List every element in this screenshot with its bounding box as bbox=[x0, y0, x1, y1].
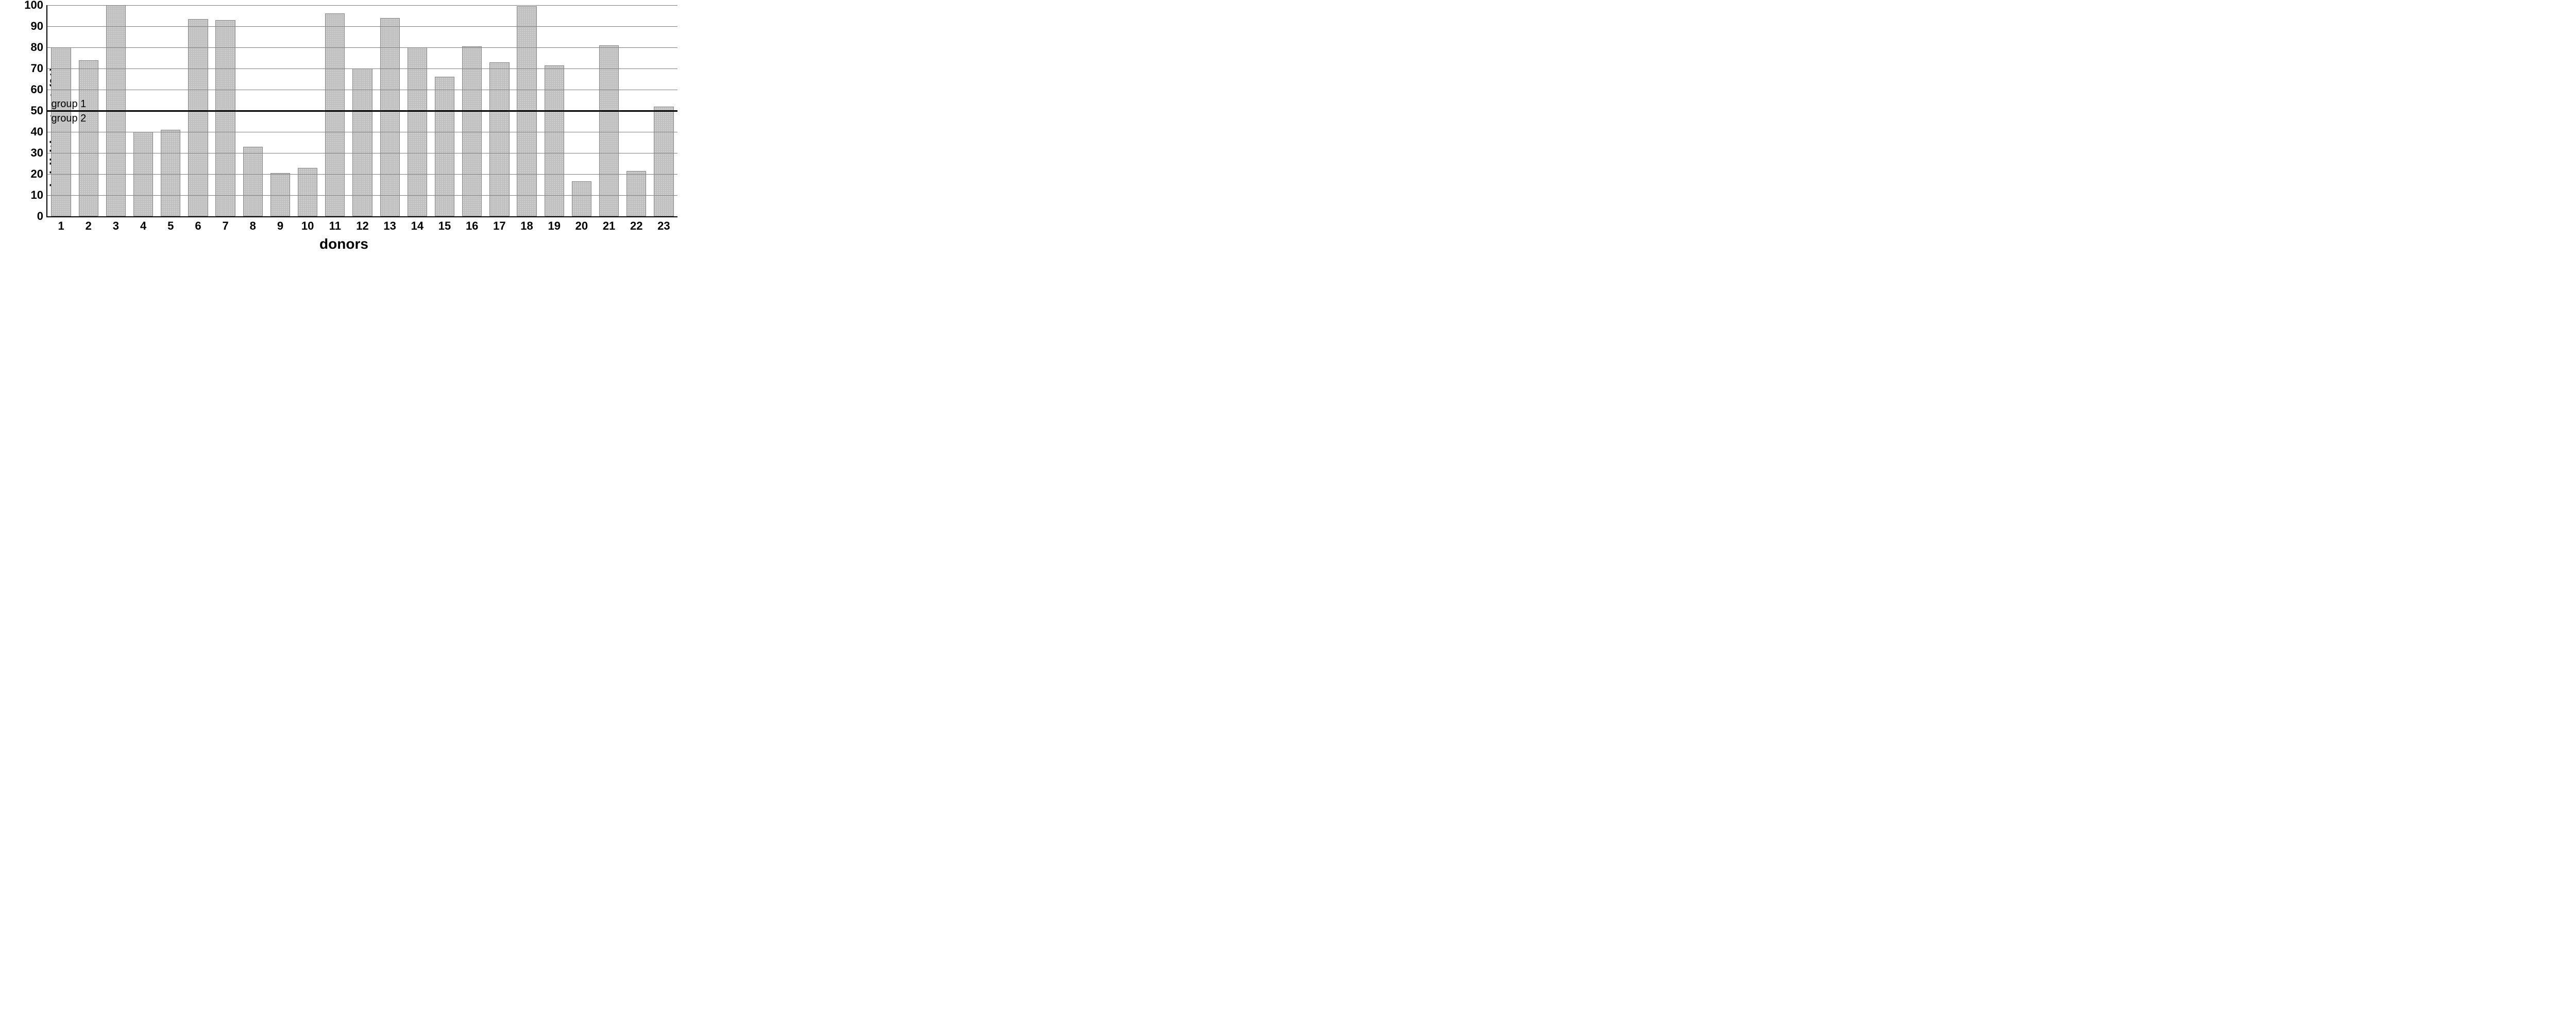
x-tick-label: 20 bbox=[575, 216, 588, 233]
x-tick-label: 15 bbox=[438, 216, 451, 233]
bar bbox=[545, 65, 564, 216]
bar bbox=[243, 147, 263, 216]
x-tick-label: 9 bbox=[277, 216, 283, 233]
gridline bbox=[47, 5, 677, 6]
bar bbox=[462, 46, 482, 216]
x-tick-label: 2 bbox=[86, 216, 92, 233]
y-tick-label: 70 bbox=[31, 62, 47, 75]
gridline bbox=[47, 47, 677, 48]
bar bbox=[572, 181, 591, 216]
threshold-line bbox=[47, 110, 677, 112]
x-tick-label: 14 bbox=[411, 216, 423, 233]
x-tick-label: 13 bbox=[383, 216, 396, 233]
bar bbox=[188, 19, 208, 216]
threshold-label-below: group 2 bbox=[51, 113, 86, 125]
bar bbox=[298, 168, 317, 216]
bar bbox=[599, 45, 619, 216]
y-tick-label: 90 bbox=[31, 20, 47, 33]
x-tick-label: 7 bbox=[223, 216, 229, 233]
y-tick-label: 80 bbox=[31, 41, 47, 54]
bar bbox=[352, 68, 372, 216]
y-tick-label: 60 bbox=[31, 83, 47, 96]
bar bbox=[626, 171, 646, 216]
bar bbox=[161, 130, 180, 216]
x-tick-label: 11 bbox=[329, 216, 341, 233]
x-tick-label: 8 bbox=[250, 216, 256, 233]
y-tick-label: 20 bbox=[31, 167, 47, 181]
x-tick-label: 4 bbox=[140, 216, 146, 233]
x-tick-label: 23 bbox=[657, 216, 670, 233]
gridline bbox=[47, 195, 677, 196]
x-tick-label: 12 bbox=[356, 216, 368, 233]
y-tick-label: 50 bbox=[31, 104, 47, 117]
bar bbox=[270, 173, 290, 216]
x-tick-label: 17 bbox=[493, 216, 505, 233]
x-tick-label: 16 bbox=[466, 216, 478, 233]
x-tick-label: 21 bbox=[603, 216, 615, 233]
y-tick-label: 100 bbox=[24, 0, 47, 12]
x-tick-label: 22 bbox=[630, 216, 642, 233]
y-tick-label: 30 bbox=[31, 146, 47, 160]
y-tick-label: 40 bbox=[31, 125, 47, 139]
gridline bbox=[47, 26, 677, 27]
plot-area: 0102030405060708090100123456789101112131… bbox=[46, 5, 677, 217]
threshold-label-above: group 1 bbox=[51, 98, 86, 110]
x-tick-label: 1 bbox=[58, 216, 64, 233]
bar bbox=[215, 20, 235, 216]
bar bbox=[325, 13, 345, 216]
y-tick-label: 0 bbox=[37, 210, 47, 223]
x-tick-label: 5 bbox=[167, 216, 174, 233]
x-tick-label: 19 bbox=[548, 216, 560, 233]
x-tick-label: 10 bbox=[301, 216, 314, 233]
bar bbox=[489, 62, 509, 216]
x-tick-label: 3 bbox=[113, 216, 119, 233]
x-axis-label: donors bbox=[319, 236, 368, 252]
y-tick-label: 10 bbox=[31, 188, 47, 202]
x-tick-label: 18 bbox=[520, 216, 533, 233]
bar bbox=[654, 107, 673, 216]
gridline bbox=[47, 174, 677, 175]
bar bbox=[79, 60, 98, 216]
x-tick-label: 6 bbox=[195, 216, 201, 233]
inhibition-bar-chart: inhibition test (%) 01020304050607080901… bbox=[0, 0, 688, 253]
gridline bbox=[47, 68, 677, 69]
